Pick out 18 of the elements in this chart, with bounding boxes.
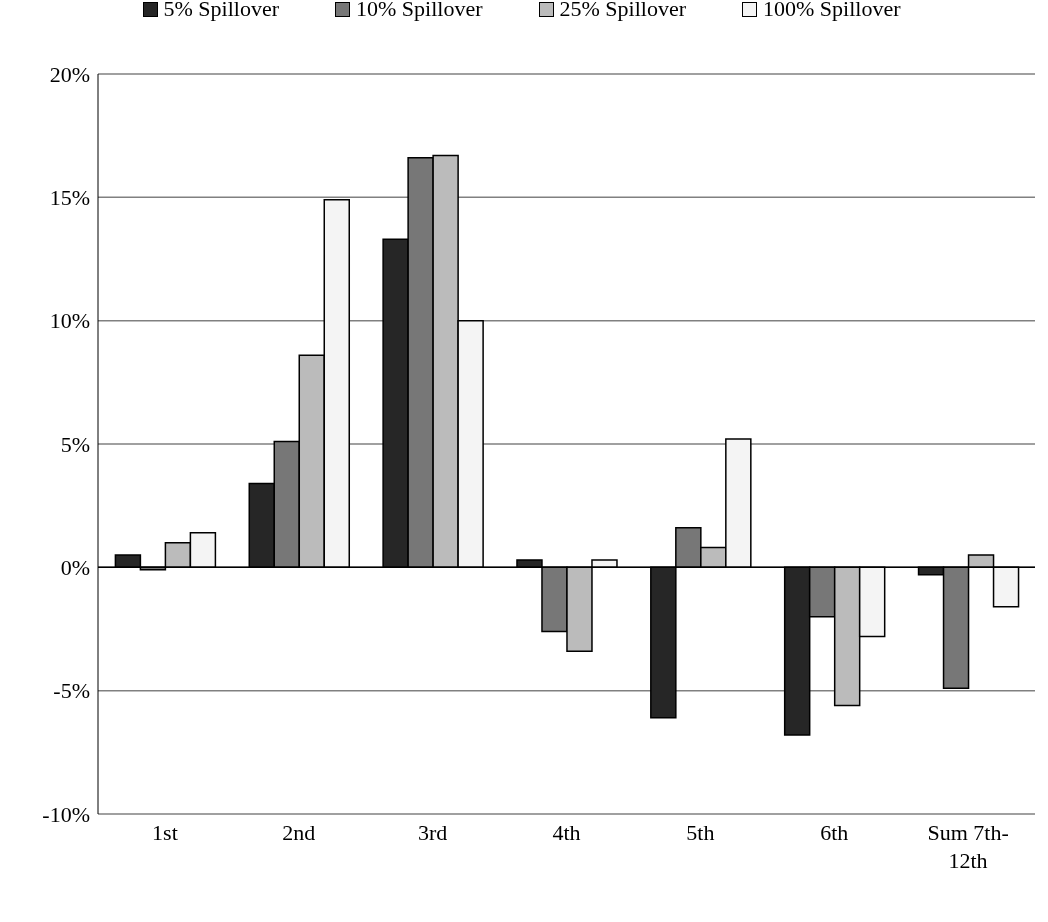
y-tick-label: -10% — [42, 801, 90, 827]
x-tick-label: 3rd — [417, 820, 448, 845]
x-tick-label: 2nd — [282, 820, 316, 845]
legend-label: 25% Spillover — [559, 0, 686, 22]
x-tick-label: 4th — [552, 820, 581, 845]
y-tick-label: -5% — [53, 678, 90, 704]
legend-label: 10% Spillover — [356, 0, 483, 22]
x-tick-label: 6th — [820, 820, 849, 845]
x-tick-label: 1st — [152, 820, 178, 845]
y-tick-label: 15% — [49, 185, 90, 211]
legend-label: 100% Spillover — [763, 0, 901, 22]
y-tick-label: 10% — [49, 308, 90, 334]
y-tick-label: 20% — [49, 61, 90, 87]
legend-label: 5% Spillover — [163, 0, 279, 22]
x-tick-label: Sum 7th-12th — [927, 820, 1009, 873]
y-tick-label: 5% — [60, 431, 90, 457]
y-tick-label: 0% — [60, 555, 90, 581]
x-tick-label: 5th — [686, 820, 715, 845]
